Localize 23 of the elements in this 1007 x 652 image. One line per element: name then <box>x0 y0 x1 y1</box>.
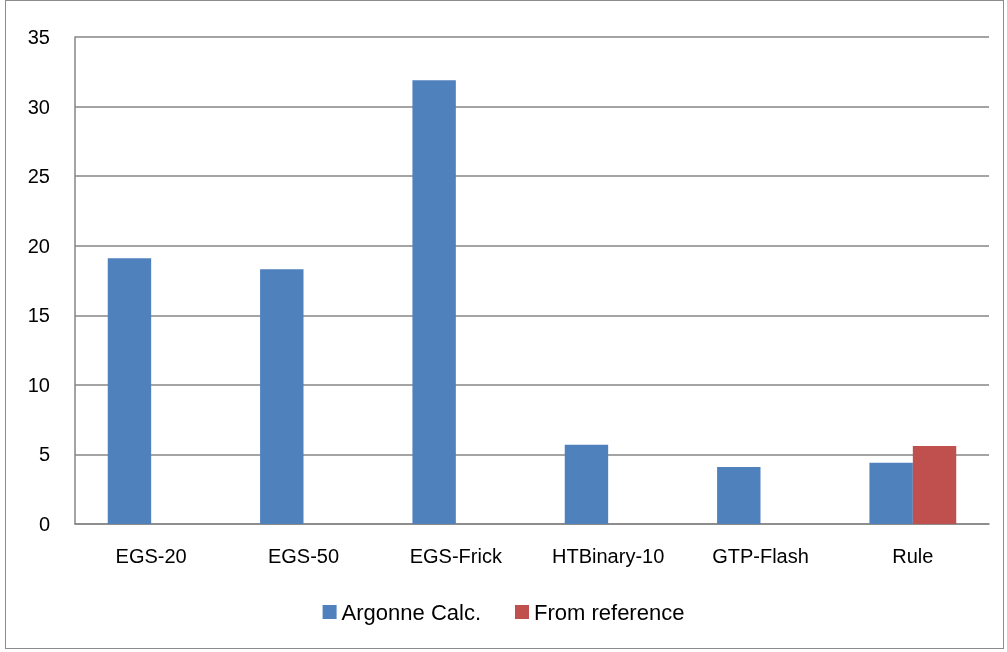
x-tick-label: EGS-Frick <box>409 545 503 567</box>
x-tick-label: HTBinary-10 <box>552 545 665 567</box>
x-tick-label: GTP-Flash <box>712 545 809 567</box>
x-tick-label: Rule <box>892 545 934 567</box>
x-tick-label: EGS-20 <box>115 545 187 567</box>
bar <box>260 269 304 524</box>
y-tick-label: 35 <box>27 26 50 48</box>
x-tick-label: EGS-50 <box>267 545 340 567</box>
y-tick-label: 10 <box>27 373 50 396</box>
y-tick-label: 20 <box>27 234 50 257</box>
legend-label: Argonne Calc. <box>341 599 482 625</box>
y-tick-label: 30 <box>27 95 50 118</box>
y-tick-label: 25 <box>27 165 50 188</box>
y-tick-label: 5 <box>38 443 50 466</box>
y-tick-label: 15 <box>27 304 50 327</box>
bar <box>717 466 761 524</box>
bar <box>412 80 456 524</box>
bar <box>912 446 957 524</box>
y-tick-label: 0 <box>38 513 50 535</box>
bar <box>564 444 609 524</box>
legend-label: From reference <box>534 599 685 625</box>
bar <box>869 462 913 524</box>
bar <box>107 258 152 524</box>
